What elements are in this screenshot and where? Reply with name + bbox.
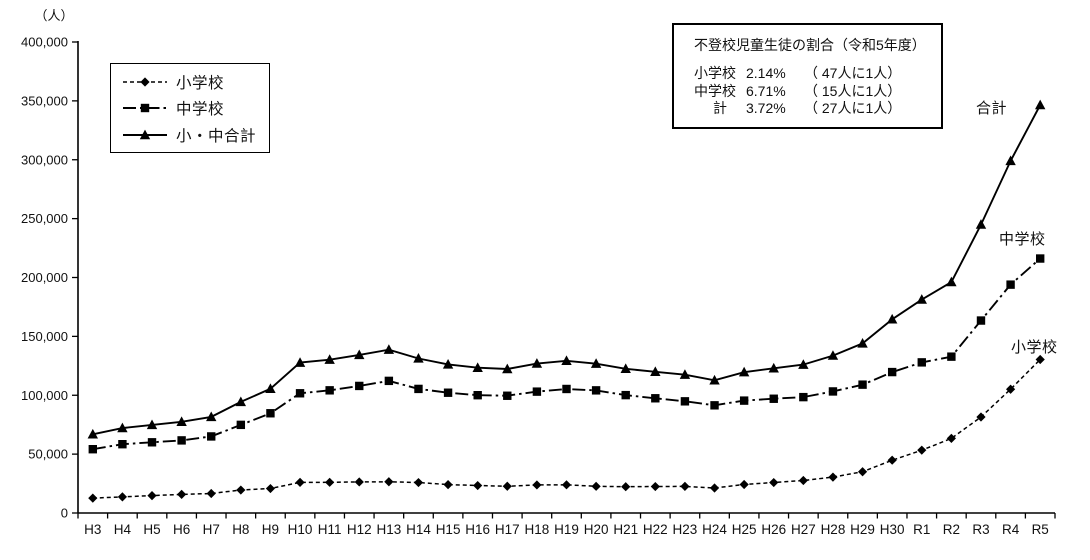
annotation-title: 不登校児童生徒の割合（令和5年度）: [694, 37, 926, 53]
svg-text:50,000: 50,000: [28, 447, 68, 462]
annotation-row-label: 中学校: [694, 82, 736, 99]
legend-label-junior-high: 中学校: [176, 101, 225, 118]
svg-text:200,000: 200,000: [21, 270, 68, 285]
series-label-total: 合計: [976, 100, 1008, 117]
svg-text:R3: R3: [972, 522, 989, 537]
svg-text:H13: H13: [376, 522, 401, 537]
series-label-elementary: 小学校: [1011, 339, 1058, 356]
annotation-row-note: （ 27人に1人）: [804, 100, 902, 116]
svg-text:H4: H4: [114, 522, 132, 537]
legend-label-total: 小・中合計: [176, 127, 257, 145]
legend: 小学校 中学校 小・中合計: [110, 63, 270, 153]
annotation-row-percent: 2.14%: [746, 65, 786, 81]
legend-dashdot-square-line-icon: [123, 103, 167, 113]
svg-text:H26: H26: [761, 522, 786, 537]
annotation-rows: 小学校 2.14% （ 47人に1人） 中学校 6.71% （ 15人に1人） …: [694, 65, 941, 118]
svg-text:300,000: 300,000: [21, 152, 68, 167]
svg-text:150,000: 150,000: [21, 329, 68, 344]
annotation-row-note: （ 15人に1人）: [804, 82, 902, 99]
svg-text:H15: H15: [436, 522, 461, 537]
svg-text:250,000: 250,000: [21, 211, 68, 226]
svg-text:H22: H22: [643, 522, 668, 537]
svg-text:H8: H8: [232, 522, 249, 537]
annotation-row-note: （ 47人に1人）: [804, 65, 902, 81]
svg-text:H24: H24: [702, 522, 727, 537]
legend-item-junior-high: 中学校: [122, 99, 269, 118]
legend-label-elementary: 小学校: [176, 74, 225, 92]
svg-text:100,000: 100,000: [21, 388, 68, 403]
svg-text:400,000: 400,000: [21, 35, 68, 50]
legend-item-total: 小・中合計: [122, 126, 269, 145]
legend-solid-triangle-line-icon: [123, 129, 167, 139]
annotation-row-percent: 3.72%: [746, 100, 786, 116]
annotation-row-label: 小学校: [694, 65, 736, 81]
svg-text:H19: H19: [554, 522, 579, 537]
ratio-annotation-box: 不登校児童生徒の割合（令和5年度） 小学校 2.14% （ 47人に1人） 中学…: [672, 23, 943, 129]
svg-text:H20: H20: [584, 522, 609, 537]
svg-text:H17: H17: [495, 522, 520, 537]
svg-text:H9: H9: [262, 522, 279, 537]
svg-text:H16: H16: [465, 522, 490, 537]
svg-text:H6: H6: [173, 522, 190, 537]
svg-text:R5: R5: [1032, 522, 1049, 537]
svg-text:H25: H25: [732, 522, 757, 537]
svg-text:H28: H28: [821, 522, 846, 537]
svg-text:H23: H23: [673, 522, 698, 537]
svg-text:H10: H10: [288, 522, 313, 537]
svg-text:H7: H7: [203, 522, 220, 537]
svg-text:R2: R2: [943, 522, 960, 537]
svg-text:H5: H5: [143, 522, 160, 537]
svg-text:0: 0: [61, 506, 68, 521]
annotation-row-label: 計: [713, 100, 727, 116]
svg-text:H11: H11: [318, 522, 342, 537]
svg-text:H14: H14: [406, 522, 431, 537]
svg-text:H30: H30: [880, 522, 905, 537]
svg-text:H29: H29: [850, 522, 875, 537]
series-label-junior-high: 中学校: [999, 231, 1046, 248]
svg-text:R4: R4: [1002, 522, 1020, 537]
y-axis-unit-label: （人）: [34, 8, 74, 23]
legend-item-elementary: 小学校: [122, 73, 269, 92]
svg-text:H3: H3: [84, 522, 101, 537]
annotation-row-total: 計 3.72% （ 27人に1人）: [694, 100, 941, 118]
annotation-row-percent: 6.71%: [746, 82, 786, 99]
annotation-row-elementary: 小学校 2.14% （ 47人に1人）: [694, 65, 941, 83]
svg-text:H21: H21: [613, 522, 638, 537]
legend-dashed-diamond-line-icon: [123, 76, 167, 87]
svg-text:R1: R1: [913, 522, 930, 537]
svg-text:H18: H18: [525, 522, 550, 537]
annotation-row-junior-high: 中学校 6.71% （ 15人に1人）: [694, 83, 941, 101]
svg-text:H12: H12: [347, 522, 372, 537]
svg-text:H27: H27: [791, 522, 816, 537]
svg-text:350,000: 350,000: [21, 93, 68, 108]
